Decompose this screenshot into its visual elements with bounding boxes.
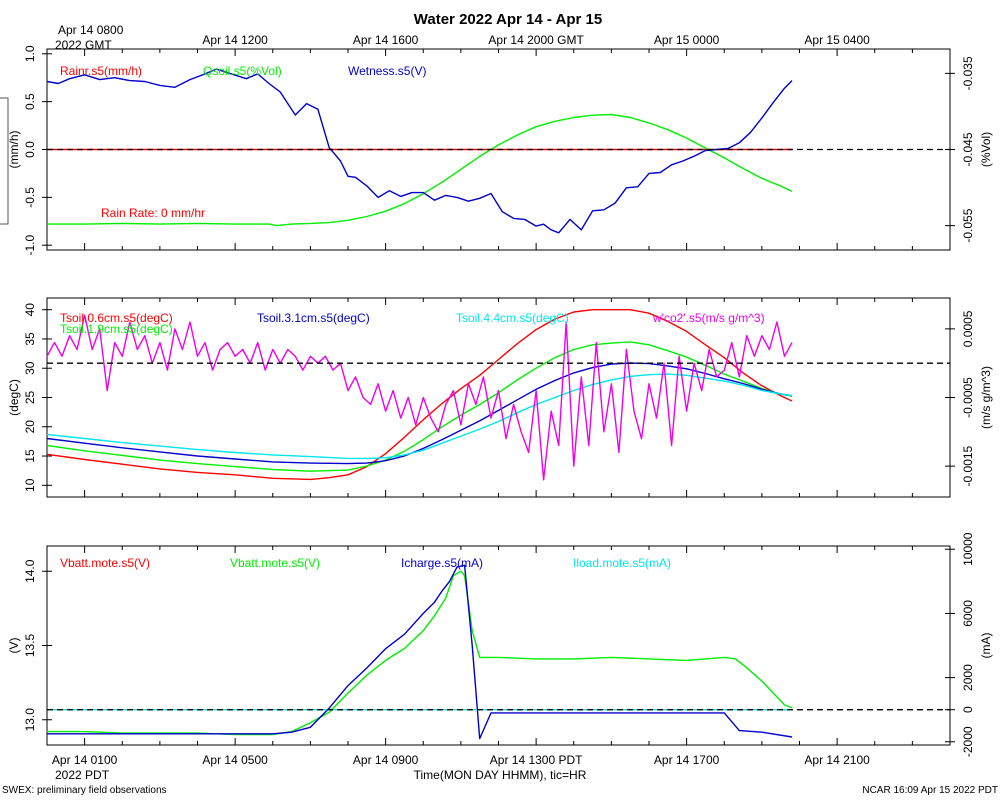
bottom-axis-label: Apr 14 1700 — [654, 753, 720, 767]
right-axis-label: (m/s g/m^3) — [979, 366, 993, 429]
left-tick-label: 40 — [23, 303, 37, 317]
x-axis-label: Time(MON DAY HHMM), tic=HR — [414, 768, 587, 782]
legend-entry: Rainr.s5(mm/h) — [60, 64, 142, 78]
legend-entry: Tsoil.1.9cm.s5(degC) — [60, 322, 173, 336]
left-tick-label: 30 — [23, 361, 37, 375]
bottom-axis-label: Apr 14 0500 — [202, 753, 268, 767]
left-tick-label: 1.0 — [23, 45, 37, 62]
legend-entry: Qsoil.s5(%Vol) — [203, 64, 282, 78]
left-tick-label: 13.0 — [23, 708, 37, 732]
bottom-axis-label: Apr 14 0100 — [52, 753, 118, 767]
right-tick-label: -0.055 — [961, 208, 975, 242]
left-tick-label: 0.5 — [23, 93, 37, 110]
series-icharge-s5-ma- — [47, 564, 793, 740]
legend-entry: Vbatt.mote.s5(V) — [230, 556, 320, 570]
left-tick-label: 14.0 — [23, 559, 37, 583]
legend-entry: w'co2'.s5(m/s g/m^3) — [652, 311, 765, 325]
left-axis-label: (V) — [7, 638, 21, 654]
right-tick-label: 6000 — [961, 600, 975, 627]
side-bracket — [0, 97, 9, 225]
top-axis-first-label-line1: Apr 14 0800 — [58, 23, 124, 37]
top-axis-label: Apr 15 0400 — [804, 33, 870, 47]
top-time-axis: Apr 14 0800 2022 GMT Apr 14 1200 Apr 14 1… — [55, 23, 870, 52]
left-tick-label: 35 — [23, 332, 37, 346]
right-tick-label: 0.0005 — [961, 310, 975, 347]
top-axis-label: Apr 15 0000 — [654, 33, 720, 47]
right-tick-label: -0.0015 — [961, 445, 975, 486]
chart-title: Water 2022 Apr 14 - Apr 15 — [414, 11, 602, 28]
left-tick-label: 10 — [23, 478, 37, 492]
left-tick-label: 20 — [23, 420, 37, 434]
bottom-axis-label: Apr 14 2100 — [804, 753, 870, 767]
legend-entry: Iload.mote.s5(mA) — [573, 556, 671, 570]
legend-entry: Vbatt.mote.s5(V) — [60, 556, 150, 570]
panel-water: -1.0 -0.5 0.0 0.5 1.0 -0.055 -0.045 -0.035 (mm/h… — [7, 45, 993, 255]
rain-rate-annotation: Rain Rate: 0 mm/hr — [101, 206, 205, 220]
legend-entry: Tsoil.4.4cm.s5(degC) — [456, 311, 569, 325]
top-axis-label: Apr 14 1600 — [353, 33, 419, 47]
right-axis-label: (%Vol) — [979, 132, 993, 167]
legend-entry: Wetness.s5(V) — [348, 64, 426, 78]
plot-frame — [46, 297, 951, 498]
right-tick-label: 0 — [961, 706, 975, 713]
series-tsoil-0-6cm-s5-degc- — [46, 309, 793, 481]
legend-entry: Icharge.s5(mA) — [401, 556, 483, 570]
right-tick-label: 2000 — [961, 664, 975, 691]
series-tsoil-4-4cm-s5-degc- — [46, 373, 793, 460]
top-axis-label: Apr 14 1200 — [202, 33, 268, 47]
panel-battery: 13.0 13.5 14.0 -2000 0 2000 6000 10000 (V) (mA) Vb… — [7, 532, 993, 757]
legend-entry: Tsoil.0.6cm.s5(degC) — [60, 311, 173, 325]
bottom-axis-label: Apr 14 1300 PDT — [490, 753, 583, 767]
footer-right: NCAR 16:09 Apr 15 2022 PDT — [862, 785, 998, 796]
left-tick-label: -1.0 — [23, 235, 37, 256]
right-tick-label: -0.0005 — [961, 377, 975, 418]
right-axis-label: (mA) — [979, 633, 993, 659]
legend-entry: Tsoil.3.1cm.s5(degC) — [257, 311, 370, 325]
footer-left: SWEX: preliminary field observations — [2, 785, 167, 796]
left-tick-label: 0.0 — [23, 141, 37, 158]
left-tick-label: 25 — [23, 391, 37, 405]
series-tsoil-3-1cm-s5-degc- — [46, 362, 793, 465]
bottom-time-axis: Apr 14 0100 Apr 14 0500 Apr 14 0900 Apr 14 … — [52, 753, 870, 767]
top-axis-first-label-line2: 2022 GMT — [55, 38, 112, 52]
left-tick-label: -0.5 — [23, 187, 37, 208]
series-vbatt-mote-s5-v- — [47, 570, 793, 736]
right-tick-label: -0.035 — [961, 56, 975, 90]
left-tick-label: 15 — [23, 449, 37, 463]
left-tick-label: 13.5 — [23, 633, 37, 657]
series-wetness-s5-v- — [46, 68, 793, 234]
plot-frame — [46, 545, 951, 746]
top-axis-label: Apr 14 2000 GMT — [488, 33, 584, 47]
right-tick-label: 10000 — [961, 532, 975, 566]
left-axis-label: (degC) — [7, 379, 21, 416]
bottom-axis-label: Apr 14 0900 — [353, 753, 419, 767]
right-tick-label: -0.045 — [961, 132, 975, 166]
series-w-co2-s5-m-s-g-m-3- — [46, 314, 793, 481]
panel-soil-temperature: 10 15 20 25 30 35 40 -0.0015 -0.0005 0.0005 (degC)… — [7, 297, 993, 498]
bottom-year-label: 2022 PDT — [55, 768, 110, 782]
series-qsoil-s5-vol- — [47, 113, 793, 227]
left-axis-label: (mm/h) — [7, 131, 21, 169]
right-tick-label: -2000 — [961, 726, 975, 757]
